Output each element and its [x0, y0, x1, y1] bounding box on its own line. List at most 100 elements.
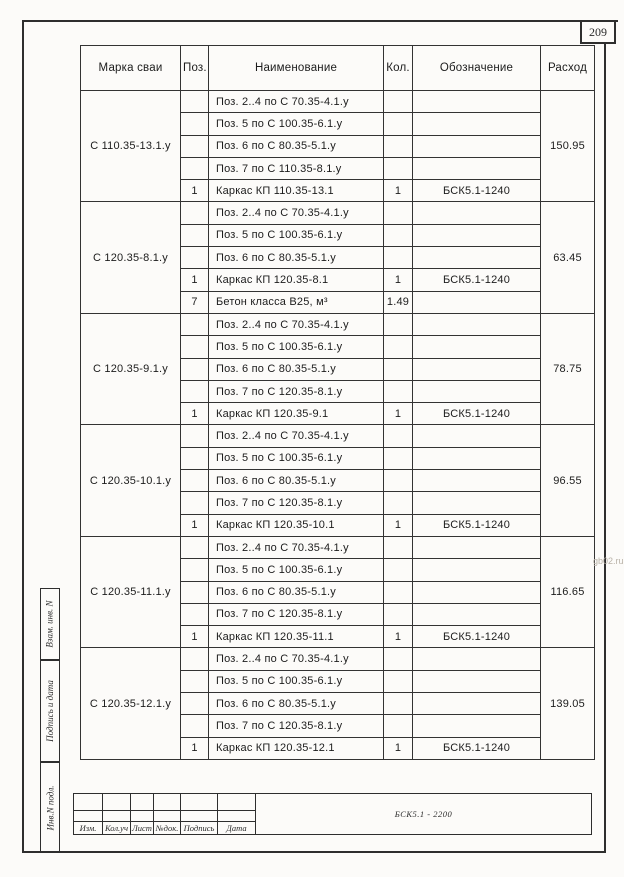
- poz-cell: [180, 223, 209, 248]
- qty-cell: 1: [383, 402, 413, 426]
- qty-cell: [383, 156, 413, 181]
- sidebar-label-vzam-inv: Взам. инв. N: [45, 600, 56, 648]
- name-cell: Поз. 2..4 по С 70.35-4.1.у: [208, 201, 384, 225]
- stamp-empty-cell: [102, 810, 131, 822]
- column-header-poz: Поз.: [180, 45, 209, 91]
- name-cell: Поз. 5 по С 100.35-6.1.у: [208, 669, 384, 694]
- qty-cell: [383, 312, 413, 337]
- table-row: Поз. 7 по С 120.35-8.1.у: [81, 491, 595, 515]
- pile-mark-cell: С 120.35-11.1.у: [80, 535, 181, 649]
- table-row: 1 Каркас КП 120.35-10.1 1 БСК5.1-1240: [81, 513, 595, 537]
- qty-cell: [383, 469, 413, 493]
- poz-cell: [180, 134, 209, 158]
- table-row: Поз. 7 по С 120.35-8.1.у: [81, 602, 595, 627]
- name-cell: Бетон класса В25, м³: [208, 290, 384, 314]
- qty-cell: [383, 535, 413, 560]
- table-row: Поз. 5 по С 100.35-6.1.у: [81, 558, 595, 582]
- designation-cell: [412, 714, 541, 738]
- name-cell: Поз. 5 по С 100.35-6.1.у: [208, 223, 384, 248]
- poz-cell: [180, 112, 209, 136]
- table-row: С 120.35-11.1.у Поз. 2..4 по С 70.35-4.1.…: [80, 535, 595, 649]
- poz-cell: 1: [180, 625, 209, 649]
- table-row: 1 Каркас КП 120.35-11.1 1 БСК5.1-1240: [81, 625, 595, 649]
- designation-cell: [412, 379, 541, 404]
- poz-cell: 1: [180, 179, 209, 203]
- name-cell: Поз. 6 по С 80.35-5.1.у: [208, 246, 384, 270]
- name-cell: Поз. 5 по С 100.35-6.1.у: [208, 112, 384, 136]
- sidebar-label-inv-podl: Инв.N подл.: [45, 785, 56, 830]
- qty-cell: [383, 112, 413, 136]
- name-cell: Каркас КП 110.35-13.1: [208, 179, 384, 203]
- poz-cell: 7: [180, 290, 209, 314]
- poz-cell: [180, 357, 209, 381]
- stamp-label-ndok: №док.: [153, 821, 181, 835]
- table-row: С 120.35-9.1.у Поз. 2..4 по С 70.35-4.1.у…: [80, 312, 595, 426]
- stamp-empty-cell: [153, 793, 181, 811]
- qty-cell: [383, 491, 413, 515]
- poz-cell: [180, 669, 209, 694]
- pile-mark-cell: С 120.35-8.1.у: [80, 201, 181, 314]
- qty-cell: [383, 379, 413, 404]
- stamp-empty-cell: [217, 793, 256, 811]
- poz-cell: [180, 446, 209, 471]
- qty-cell: [383, 424, 413, 448]
- name-cell: Поз. 7 по С 120.35-8.1.у: [208, 714, 384, 738]
- designation-cell: [412, 246, 541, 270]
- name-cell: Поз. 6 по С 80.35-5.1.у: [208, 469, 384, 493]
- qty-cell: [383, 357, 413, 381]
- designation-cell: [412, 647, 541, 671]
- poz-cell: [180, 246, 209, 270]
- pile-mark-cell: С 120.35-12.1.у: [80, 647, 181, 760]
- qty-cell: [383, 446, 413, 471]
- qty-cell: 1: [383, 513, 413, 537]
- qty-cell: [383, 580, 413, 604]
- sidebar-label-podpis-data: Подпись и дата: [45, 680, 55, 742]
- title-block-body: БСК5.1 - 2200 Изм. Кол.уч Лист №док. Под…: [73, 793, 592, 835]
- name-cell: Каркас КП 120.35-8.1: [208, 268, 384, 292]
- qty-cell: [383, 669, 413, 694]
- frame-right-line: [604, 44, 606, 852]
- stamp-label-koluch: Кол.уч: [102, 821, 131, 835]
- designation-cell: БСК5.1-1240: [412, 268, 541, 292]
- sidebar-cell-vzam-inv: Взам. инв. N: [40, 588, 60, 660]
- name-cell: Поз. 2..4 по С 70.35-4.1.у: [208, 647, 384, 671]
- name-cell: Каркас КП 120.35-10.1: [208, 513, 384, 537]
- designation-cell: [412, 89, 541, 114]
- rashod-cell: 78.75: [540, 312, 595, 426]
- stamp-empty-cell: [217, 810, 256, 822]
- name-cell: Поз. 2..4 по С 70.35-4.1.у: [208, 312, 384, 337]
- rashod-cell: 116.65: [540, 535, 595, 649]
- rashod-cell: 63.45: [540, 201, 595, 314]
- frame-top-line: [22, 20, 618, 22]
- table-row: Поз. 6 по С 80.35-5.1.у: [81, 469, 595, 493]
- spec-table: Марка сваи Поз. Наименование Кол. Обозна…: [80, 45, 595, 760]
- poz-cell: [180, 602, 209, 627]
- qty-cell: 1: [383, 625, 413, 649]
- name-cell: Поз. 5 по С 100.35-6.1.у: [208, 335, 384, 359]
- page-number: 209: [589, 24, 607, 39]
- poz-cell: [180, 714, 209, 738]
- qty-cell: [383, 246, 413, 270]
- rashod-cell: 96.55: [540, 424, 595, 537]
- name-cell: Поз. 2..4 по С 70.35-4.1.у: [208, 535, 384, 560]
- stamp-empty-cell: [102, 793, 131, 811]
- column-header-rashod: Расход: [540, 45, 595, 91]
- designation-cell: [412, 558, 541, 582]
- designation-cell: БСК5.1-1240: [412, 179, 541, 203]
- frame-left-line: [22, 20, 24, 852]
- poz-cell: [180, 558, 209, 582]
- column-header-name: Наименование: [208, 45, 384, 91]
- designation-cell: [412, 602, 541, 627]
- name-cell: Поз. 5 по С 100.35-6.1.у: [208, 558, 384, 582]
- rashod-cell: 150.95: [540, 89, 595, 203]
- table-row: С 120.35-8.1.у Поз. 2..4 по С 70.35-4.1.у…: [80, 201, 595, 314]
- name-cell: Поз. 6 по С 80.35-5.1.у: [208, 580, 384, 604]
- qty-cell: 1.49: [383, 290, 413, 314]
- title-block: БСК5.1 - 2200 Изм. Кол.уч Лист №док. Под…: [73, 793, 592, 835]
- page-number-box: 209: [580, 20, 616, 44]
- name-cell: Поз. 7 по С 120.35-8.1.у: [208, 602, 384, 627]
- document-code-cell: БСК5.1 - 2200: [255, 793, 592, 835]
- poz-cell: [180, 379, 209, 404]
- poz-cell: [180, 469, 209, 493]
- column-header-mark: Марка сваи: [80, 45, 181, 91]
